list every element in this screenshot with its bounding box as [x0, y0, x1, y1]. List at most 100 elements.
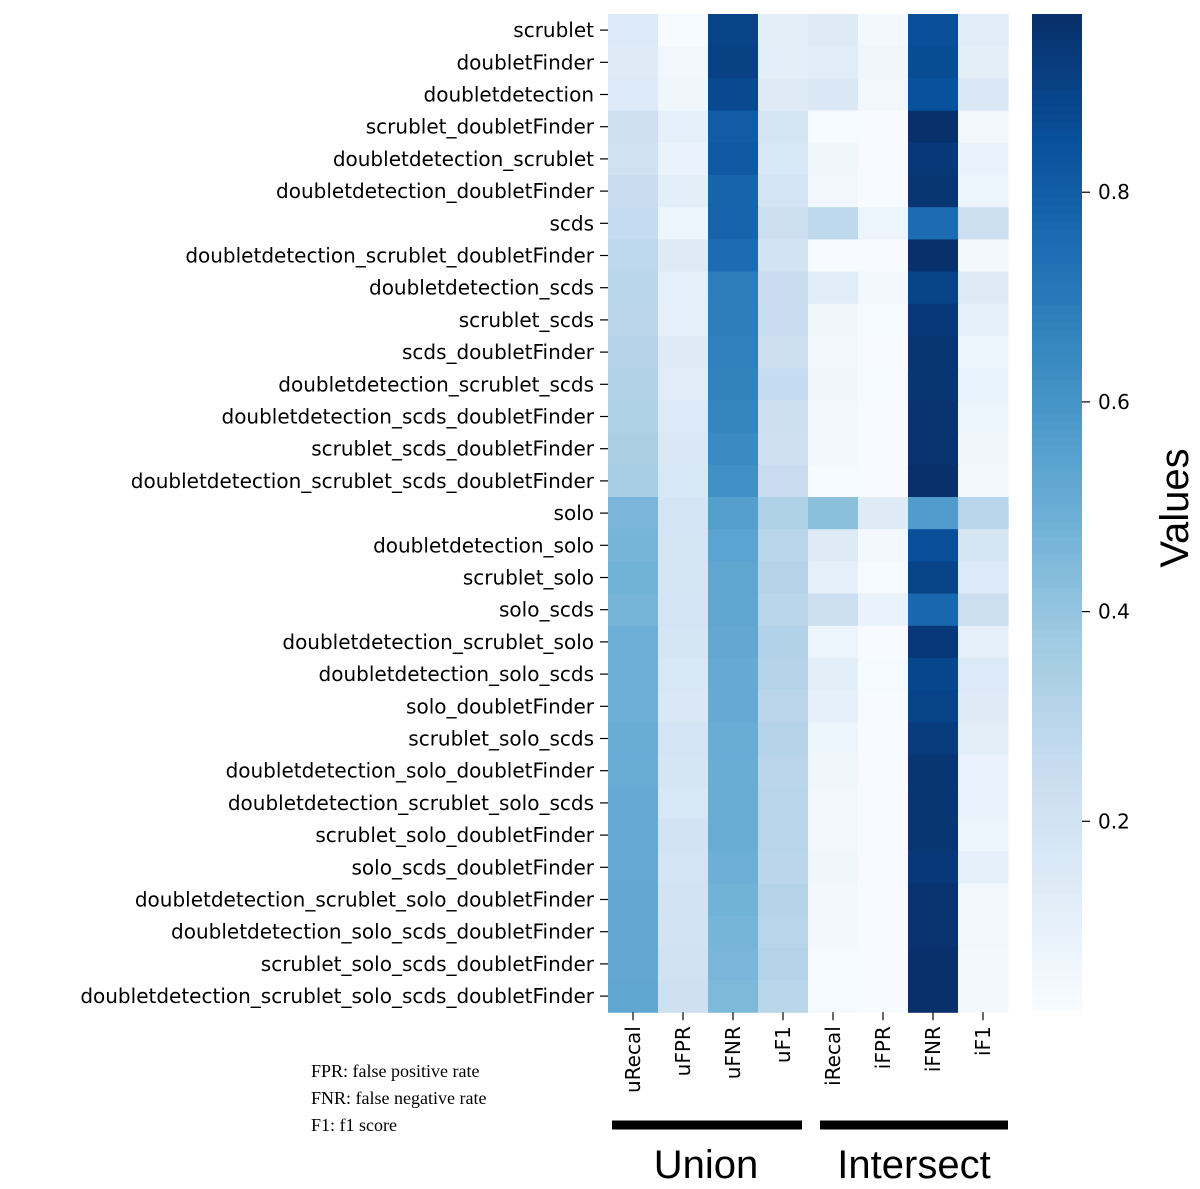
cell-scrublet-doubletfinder-irecal: [808, 110, 859, 144]
cell-doubletdetection-solo-irecal: [808, 529, 859, 562]
colorbar-segment: [1032, 810, 1082, 820]
row-label-solo: solo: [554, 501, 594, 525]
cell-scrublet-irecal: [808, 14, 859, 47]
colorbar-segment: [1032, 97, 1082, 107]
cell-scrublet-doubletfinder-ifpr: [858, 110, 909, 144]
cell-doubletdetection-scrublet-solo-ufpr: [658, 625, 709, 659]
cell-doubletdetection-scds-ufnr: [708, 271, 759, 305]
colorbar-segment: [1032, 736, 1082, 746]
colorbar-segment: [1032, 761, 1082, 771]
colorbar-segment: [1032, 14, 1082, 24]
cell-doubletdetection-solo-scds-uf1: [758, 658, 809, 691]
colorbar-segment: [1032, 794, 1082, 804]
cell-doubletdetection-scrublet-ufpr: [658, 142, 709, 176]
cell-doubletfinder-irecal: [808, 46, 859, 79]
cell-scrublet-scds-ifpr: [858, 303, 909, 337]
cell-solo-scds-doubletfinder-ufnr: [708, 851, 759, 884]
cell-doubletdetection-scds-doubletfinder-uf1: [758, 400, 809, 434]
colorbar-segment: [1032, 487, 1082, 497]
colorbar-segment: [1032, 985, 1082, 995]
cell-solo-scds-urecal: [608, 593, 659, 627]
cell-doubletdetection-ifnr: [908, 78, 959, 112]
cell-doubletdetection-solo-doubletfinder-if1: [958, 754, 1009, 788]
cell-doubletdetection-solo-ifpr: [858, 529, 909, 562]
cell-doubletfinder-ufnr: [708, 46, 759, 79]
cell-doubletdetection-scrublet-solo-doubletfinder-ifnr: [908, 883, 959, 917]
cell-doubletdetection-solo-ufnr: [708, 529, 759, 562]
cell-doubletdetection-scrublet-solo-doubletfinder-ufnr: [708, 883, 759, 917]
column-label-ufnr: uFNR: [721, 1026, 745, 1079]
colorbar-segment: [1032, 404, 1082, 414]
cell-doubletdetection-solo-scds-doubletfinder-irecal: [808, 915, 859, 949]
cell-doubletdetection-solo-scds-urecal: [608, 658, 659, 691]
colorbar-segment: [1032, 155, 1082, 165]
cell-scrublet-scds-doubletfinder-urecal: [608, 432, 659, 466]
cell-doubletdetection-scds-uf1: [758, 271, 809, 305]
colorbar-segment: [1032, 520, 1082, 530]
cell-scds-if1: [958, 207, 1009, 240]
cell-scrublet-solo-scds-if1: [958, 722, 1009, 756]
colorbar-segment: [1032, 752, 1082, 762]
cell-doubletdetection-solo-scds-doubletfinder-uf1: [758, 915, 809, 949]
cell-doubletdetection-scrublet-doubletfinder-uf1: [758, 239, 809, 273]
colorbar-segment: [1032, 329, 1082, 339]
column-label-ifpr: iFPR: [871, 1026, 895, 1069]
colorbar-segment: [1032, 545, 1082, 555]
cell-scrublet-ifpr: [858, 14, 909, 47]
cell-doubletdetection-scds-doubletfinder-ufnr: [708, 400, 759, 434]
cell-scds-doubletfinder-ufpr: [658, 336, 709, 369]
cell-doubletdetection-scrublet-doubletfinder-ifpr: [858, 239, 909, 273]
cell-doubletdetection-solo-scds-doubletfinder-urecal: [608, 915, 659, 949]
cell-doubletdetection-solo-scds-doubletfinder-ifpr: [858, 915, 909, 949]
cell-doubletdetection-scrublet-irecal: [808, 142, 859, 176]
cell-doubletdetection-scrublet-scds-ifpr: [858, 368, 909, 401]
row-label-doubletdetection-scrublet-solo-scds-doubletfinder: doubletdetection_scrublet_solo_scds_doub…: [80, 984, 594, 1008]
cell-scrublet-solo-scds-ifpr: [858, 722, 909, 756]
cell-doubletdetection-scds-urecal: [608, 271, 659, 305]
cell-solo-scds-doubletfinder-uf1: [758, 851, 809, 884]
cell-doubletdetection-scrublet-urecal: [608, 142, 659, 176]
row-label-doubletdetection-scrublet-scds: doubletdetection_scrublet_scds: [278, 372, 594, 396]
cell-solo-doubletfinder-urecal: [608, 690, 659, 723]
colorbar-segment: [1032, 346, 1082, 356]
cell-doubletdetection-solo-if1: [958, 529, 1009, 562]
colorbar-segment: [1032, 113, 1082, 123]
colorbar-segment: [1032, 370, 1082, 380]
cell-doubletdetection-solo-scds-ufpr: [658, 658, 709, 691]
colorbar-segment: [1032, 38, 1082, 48]
cell-scrublet-solo-urecal: [608, 561, 659, 595]
colorbar-segment: [1032, 844, 1082, 854]
cell-scrublet-solo-scds-doubletfinder-urecal: [608, 947, 659, 981]
colorbar-segment: [1032, 785, 1082, 795]
row-label-doubletdetection-scrublet-solo-scds: doubletdetection_scrublet_solo_scds: [228, 791, 594, 815]
colorbar-segment: [1032, 902, 1082, 912]
cell-doubletdetection-scds-doubletfinder-irecal: [808, 400, 859, 434]
colorbar-segment: [1032, 636, 1082, 646]
colorbar: 0.2 0.4 0.6 0.8: [1032, 14, 1130, 1011]
cell-scrublet-scds-if1: [958, 303, 1009, 337]
cell-scrublet-solo-scds-ifnr: [908, 722, 959, 756]
colorbar-segment: [1032, 229, 1082, 239]
row-label-doubletdetection-scrublet: doubletdetection_scrublet: [333, 147, 594, 171]
row-label-solo-scds: solo_scds: [499, 598, 594, 622]
heatmap-cells: [608, 14, 1009, 1013]
cell-doubletdetection-scrublet-doubletfinder-ifnr: [908, 239, 959, 273]
cell-doubletdetection-scrublet-solo-doubletfinder-irecal: [808, 883, 859, 917]
colorbar-segment: [1032, 263, 1082, 273]
cell-doubletdetection-scrublet-solo-scds-doubletfinder-ifpr: [858, 980, 909, 1013]
colorbar-segment: [1032, 337, 1082, 347]
colorbar-segment: [1032, 204, 1082, 214]
cell-doubletdetection-scds-doubletfinder-ufpr: [658, 400, 709, 434]
cell-scrublet-solo-doubletfinder-if1: [958, 819, 1009, 852]
cell-doubletdetection-solo-scds-doubletfinder-if1: [958, 915, 1009, 949]
cell-doubletdetection-scrublet-solo-doubletfinder-if1: [958, 883, 1009, 917]
cell-doubletdetection-solo-scds-doubletfinder-ifnr: [908, 915, 959, 949]
cell-doubletdetection-scrublet-doubletfinder-urecal: [608, 239, 659, 273]
colorbar-segment: [1032, 287, 1082, 297]
cell-doubletdetection-solo-ifnr: [908, 529, 959, 562]
cell-doubletdetection-scrublet-ufnr: [708, 142, 759, 176]
cell-doubletdetection-doubletfinder-ifnr: [908, 175, 959, 208]
colorbar-segment: [1032, 354, 1082, 364]
cell-doubletdetection-ufpr: [658, 78, 709, 112]
colorbar-segment: [1032, 445, 1082, 455]
